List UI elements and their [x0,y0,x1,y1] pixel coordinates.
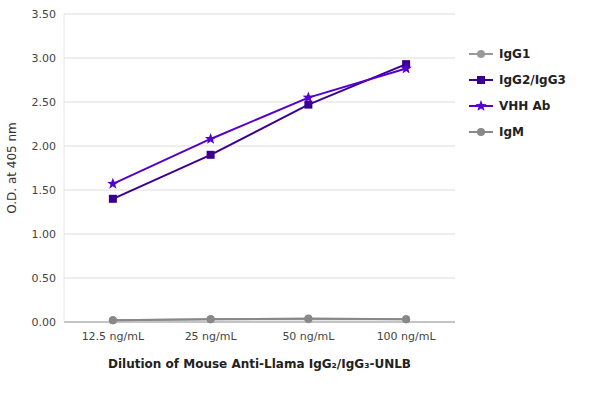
x-tick-label: 12.5 ng/mL [82,330,145,343]
x-axis-label: Dilution of Mouse Anti-Llama IgG₂/IgG₃-U… [108,357,411,371]
legend-label: VHH Ab [499,99,551,113]
grid-line [64,322,455,323]
series-line [113,318,406,320]
series [107,63,412,189]
legend: IgG1 IgG2/IgG3 VHH Ab IgM [469,47,566,139]
legend-label: IgM [499,125,524,139]
legend-marker [477,50,485,58]
series-marker [107,178,118,189]
series-marker [402,315,410,323]
y-tick-label: 3.50 [32,8,57,21]
series-marker [304,315,312,323]
series-marker [109,316,117,324]
grid [64,14,455,322]
y-axis-line [64,14,65,322]
grid-line [64,146,455,147]
legend-marker [477,76,485,84]
grid-line [64,14,455,15]
x-tick-label: 25 ng/mL [185,330,238,343]
plot-area [107,60,412,324]
legend-marker [477,128,485,136]
y-tick-label: 1.50 [32,184,57,197]
legend-label: IgG2/IgG3 [499,73,566,87]
y-tick-label: 1.00 [32,228,57,241]
x-axis-line [64,322,455,323]
series-marker [109,195,117,203]
series-marker [207,315,215,323]
series-marker [207,151,215,159]
grid-line [64,58,455,59]
series-line [113,318,406,321]
y-tick-label: 0.50 [32,272,57,285]
x-tick-label: 100 ng/mL [377,330,437,343]
series-line [113,69,406,184]
series-marker [205,133,216,144]
grid-line [64,190,455,191]
y-tick-label: 2.50 [32,96,57,109]
series [109,315,410,324]
series-marker [400,63,411,74]
grid-line [64,102,455,103]
y-tick-label: 3.00 [32,52,57,65]
grid-line [64,278,455,279]
series [109,60,410,203]
grid-line [64,234,455,235]
x-tick-label: 50 ng/mL [282,330,335,343]
y-tick-label: 2.00 [32,140,57,153]
chart: 0.00 0.50 1.00 1.50 2.00 2.50 3.00 3.50 12.5 ng/… [0,0,600,393]
series-marker [303,92,314,103]
legend-marker [475,100,486,111]
series-marker [207,315,215,323]
legend-label: IgG1 [499,47,530,61]
series-marker [304,314,312,322]
y-axis-label: O.D. at 405 nm [5,122,19,214]
y-tick-label: 0.00 [32,316,57,329]
series-line [113,64,406,199]
series-marker [402,315,410,323]
series [109,314,410,324]
series-marker [109,316,117,324]
